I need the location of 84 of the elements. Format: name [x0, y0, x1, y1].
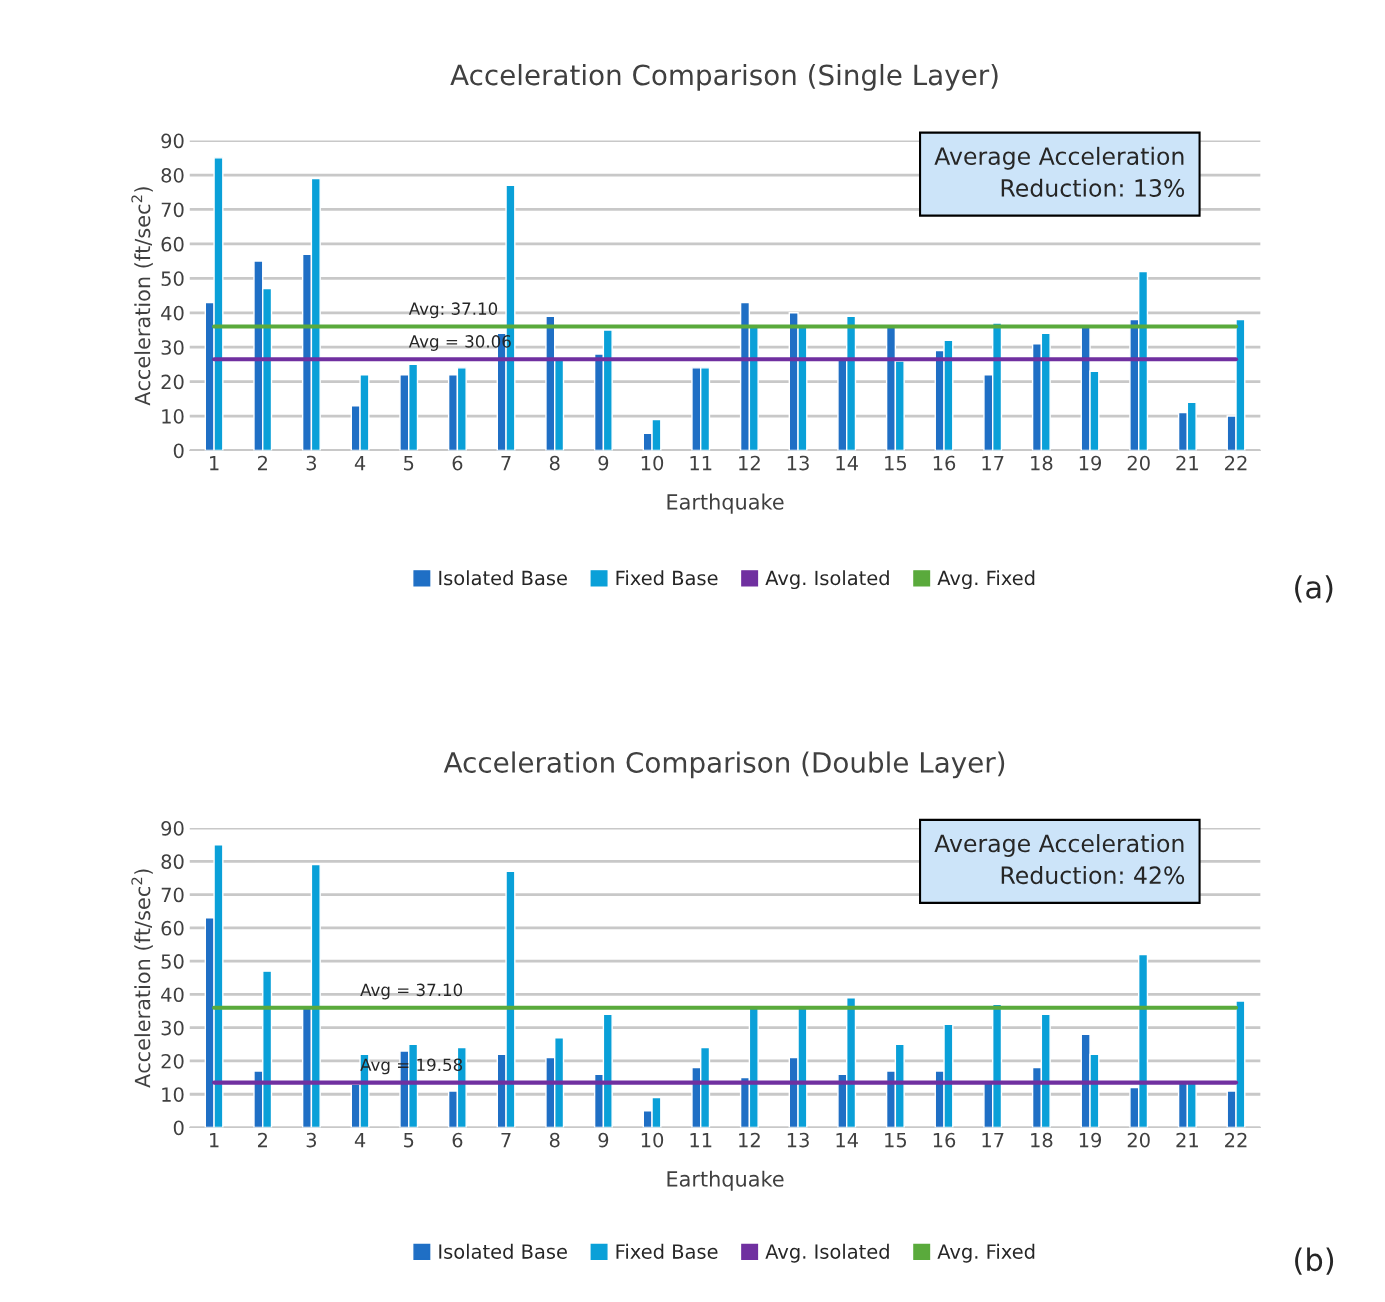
y-tick-label: 50: [161, 954, 184, 969]
x-tick-label: 8: [549, 1132, 560, 1148]
legend-label: Avg. Isolated: [765, 570, 889, 590]
x-tick-label: 19: [1079, 455, 1102, 471]
y-tick-label: 80: [161, 854, 184, 870]
legend-label: Avg. Fixed: [937, 570, 1035, 590]
x-tick-label: 10: [641, 1132, 664, 1148]
x-tick-label: 16: [933, 455, 956, 471]
x-tick-label: 4: [354, 455, 366, 471]
text: (a): [1295, 575, 1333, 603]
y-tick-label: 70: [161, 887, 184, 903]
annotation: Average Acceleration Reduction: 13%: [934, 146, 1185, 197]
legend-label: Fixed Base: [616, 570, 718, 586]
legend-label: Isolated Base: [439, 1243, 567, 1259]
y-tick-label: 30: [161, 1020, 184, 1036]
y-tick-label: 70: [161, 202, 184, 218]
legend-label: Avg. Isolated: [765, 1243, 889, 1263]
x-tick-label: 20: [1127, 1132, 1150, 1148]
y-tick-label: 80: [161, 168, 184, 183]
x-tick-label: 12: [739, 1132, 760, 1148]
x-tick-label: 18: [1031, 1132, 1053, 1148]
legend-label: Avg. Fixed: [937, 1243, 1035, 1263]
x-tick-label: 17: [982, 455, 1004, 471]
y-tick-label: 40: [161, 305, 184, 321]
legend-label: Isolated Base: [439, 570, 567, 586]
x-tick-label: 2: [257, 455, 267, 471]
x-tick-label: 21: [1176, 1132, 1198, 1148]
x-tick-label: 1: [210, 1132, 219, 1148]
y-tick-label: 10: [162, 1087, 184, 1102]
x-tick-label: 13: [787, 1132, 809, 1148]
x-tick-label: 6: [452, 1132, 463, 1148]
y-tick-label: 0: [173, 443, 184, 459]
y-tick-label: 40: [161, 987, 184, 1003]
y-tick-label: 0: [173, 1120, 184, 1136]
y-tick-label: 30: [161, 340, 184, 355]
x-tick-label: 15: [885, 1132, 907, 1148]
y-tick-label: 60: [161, 920, 184, 936]
x-tick-label: 5: [404, 1132, 414, 1148]
annotation: Avg: 37.10: [408, 302, 498, 319]
x-tick-label: 6: [452, 455, 463, 471]
x-tick-label: 17: [982, 1132, 1004, 1148]
y-axis-title: Acceleration (ft/sec$^{2}$): [131, 869, 153, 1088]
x-tick-label: 20: [1127, 455, 1150, 471]
chart-title: Acceleration Comparison (Single Layer): [450, 63, 998, 91]
y-tick-label: 20: [161, 374, 184, 390]
legend-label: Fixed Base: [616, 1243, 718, 1259]
x-axis-title: Earthquake: [667, 1170, 784, 1191]
x-tick-label: 2: [257, 1132, 267, 1148]
x-axis-title: Earthquake: [667, 493, 784, 514]
x-tick-label: 12: [739, 455, 760, 471]
y-tick-label: 90: [161, 821, 184, 836]
y-tick-label: 90: [161, 133, 184, 149]
y-tick-label: 20: [161, 1053, 184, 1069]
x-tick-label: 9: [598, 455, 609, 471]
x-tick-label: 11: [690, 1132, 712, 1148]
x-tick-label: 16: [933, 1132, 956, 1148]
x-tick-label: 15: [885, 455, 907, 471]
x-tick-label: 22: [1225, 455, 1247, 471]
x-tick-label: 11: [690, 455, 712, 471]
x-tick-label: 5: [404, 455, 414, 471]
x-tick-label: 3: [306, 455, 317, 471]
x-tick-label: 4: [354, 1132, 366, 1148]
x-tick-label: 8: [549, 455, 560, 471]
x-tick-label: 18: [1031, 455, 1053, 471]
x-tick-label: 21: [1176, 455, 1198, 471]
annotation: Avg = 37.10: [360, 983, 463, 1000]
y-axis-title: Acceleration (ft/sec$^{2}$): [131, 187, 153, 406]
x-tick-label: 14: [836, 455, 858, 471]
y-tick-label: 50: [161, 271, 184, 286]
x-tick-label: 22: [1225, 1132, 1247, 1148]
annotation: Average Acceleration Reduction: 42%: [934, 834, 1185, 885]
x-tick-label: 7: [501, 455, 511, 471]
y-tick-label: 10: [162, 409, 184, 424]
y-tick-label: 60: [161, 236, 184, 252]
x-tick-label: 13: [787, 455, 809, 471]
x-tick-label: 19: [1079, 1132, 1102, 1148]
x-tick-label: 14: [836, 1132, 858, 1148]
x-tick-label: 3: [306, 1132, 317, 1148]
chart-title: Acceleration Comparison (Double Layer): [443, 751, 1005, 779]
x-tick-label: 1: [210, 455, 219, 471]
text: (b): [1295, 1247, 1334, 1275]
x-tick-label: 9: [598, 1132, 609, 1148]
x-tick-label: 10: [641, 455, 664, 471]
x-tick-label: 7: [501, 1132, 511, 1148]
